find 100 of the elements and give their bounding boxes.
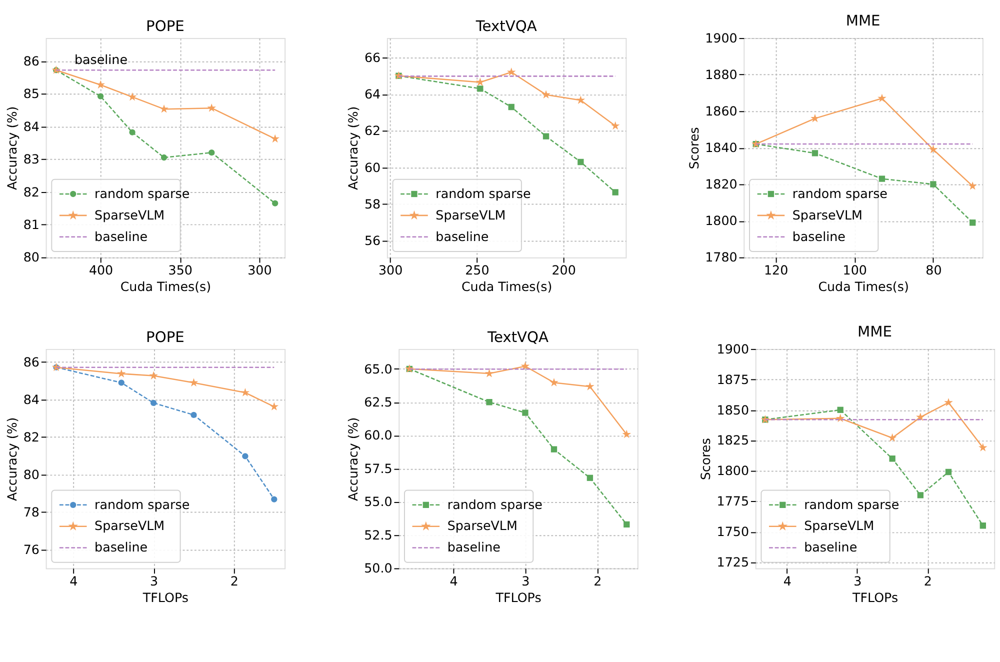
y-tick-label: 1775 (716, 494, 750, 509)
y-tick-label: 1900 (716, 341, 750, 356)
point (484, 368, 494, 378)
point (116, 369, 126, 378)
point (542, 90, 550, 98)
point (271, 496, 278, 502)
point (624, 521, 630, 528)
y-tick-label: 1820 (705, 176, 738, 192)
legend-label: SparseVLM (436, 207, 506, 222)
x-tick-label: 4 (450, 573, 458, 588)
y-tick-label: 84 (23, 392, 40, 407)
point (889, 456, 896, 462)
point (486, 399, 492, 406)
x-axis-title: TFLOPs (142, 590, 188, 605)
point (242, 453, 248, 460)
x-axis-title: TFLOPs (494, 590, 542, 605)
y-tick-label: 86 (23, 354, 40, 370)
legend-label: random sparse (792, 186, 888, 201)
y-axis-title: Scores (698, 438, 713, 480)
y-tick-label: 56 (364, 233, 381, 248)
legend-label: baseline (94, 228, 148, 244)
x-tick-label: 300 (248, 262, 272, 278)
legend-label: SparseVLM (94, 207, 165, 222)
x-axis-title: TFLOPs (851, 590, 898, 605)
y-tick-label: 1860 (705, 104, 738, 119)
y-tick-label: 1850 (716, 402, 750, 418)
point (272, 200, 278, 206)
point (96, 80, 105, 89)
y-axis-title: Accuracy (%) (345, 417, 360, 501)
legend-label: baseline (792, 228, 846, 244)
point (878, 176, 886, 182)
y-tick-label: 55.0 (364, 494, 392, 510)
point (610, 121, 620, 130)
x-tick-label: 300 (378, 262, 403, 278)
y-tick-label: 80 (23, 466, 40, 482)
point (586, 474, 594, 481)
point (97, 93, 104, 100)
y-tick-label: 1750 (716, 524, 750, 540)
legend-label: random sparse (447, 496, 543, 512)
x-tick-label: 400 (88, 262, 114, 278)
x-tick-label: 120 (764, 262, 788, 278)
point (160, 154, 168, 161)
point (270, 134, 280, 143)
point (129, 129, 136, 136)
x-tick-label: 4 (70, 573, 78, 588)
y-tick-label: 82 (23, 184, 40, 200)
point (578, 158, 584, 166)
point (576, 96, 586, 104)
point (542, 133, 550, 140)
y-tick-label: 1825 (716, 432, 750, 448)
y-tick-label: 66 (364, 50, 381, 65)
legend-label: SparseVLM (94, 518, 165, 534)
y-tick-label: 57.5 (364, 460, 392, 476)
point (812, 150, 818, 156)
y-tick-label: 1800 (716, 463, 750, 478)
point (928, 144, 938, 154)
y-tick-label: 84 (23, 118, 40, 134)
y-tick-label: 62.5 (364, 394, 392, 410)
x-tick-label: 2 (924, 573, 932, 588)
point (522, 410, 528, 416)
point (930, 181, 936, 188)
legend-label: random sparse (804, 496, 900, 512)
x-tick-label: 200 (552, 262, 576, 278)
point (586, 382, 594, 390)
legend-label: random sparse (436, 186, 531, 201)
point (622, 430, 632, 438)
point (118, 380, 124, 386)
y-axis-title: Scores (686, 127, 702, 170)
point (888, 433, 897, 442)
x-tick-label: 80 (926, 262, 942, 278)
y-tick-label: 78 (23, 504, 40, 520)
legend-label: SparseVLM (792, 207, 862, 222)
y-axis-title: Accuracy (%) (4, 417, 20, 501)
y-tick-label: 1875 (716, 372, 750, 387)
x-axis-title: Cuda Times(s) (120, 278, 212, 294)
x-axis-title: Cuda Times(s) (461, 278, 552, 294)
x-tick-label: 2 (230, 573, 238, 588)
chart-title: MME (846, 12, 880, 30)
point (160, 104, 168, 113)
point (944, 398, 953, 406)
y-axis-title: Accuracy (%) (346, 106, 361, 190)
y-tick-label: 62 (364, 123, 381, 138)
y-tick-label: 65.0 (364, 361, 392, 376)
y-tick-label: 1840 (705, 140, 738, 156)
annotation: baseline (74, 52, 128, 67)
point (980, 522, 986, 529)
y-tick-label: 82 (23, 429, 40, 444)
x-tick-label: 3 (522, 573, 530, 588)
point (150, 400, 157, 406)
point (208, 150, 215, 156)
legend-label: SparseVLM (447, 518, 518, 534)
legend-label: random sparse (94, 496, 190, 512)
x-axis-title: Cuda Times(s) (818, 278, 909, 294)
chart-title: MME (858, 323, 892, 340)
point (970, 220, 976, 226)
y-tick-label: 60 (364, 160, 381, 175)
point (207, 103, 216, 112)
y-tick-label: 52.5 (364, 527, 392, 542)
point (128, 92, 137, 101)
y-tick-label: 83 (23, 152, 40, 167)
